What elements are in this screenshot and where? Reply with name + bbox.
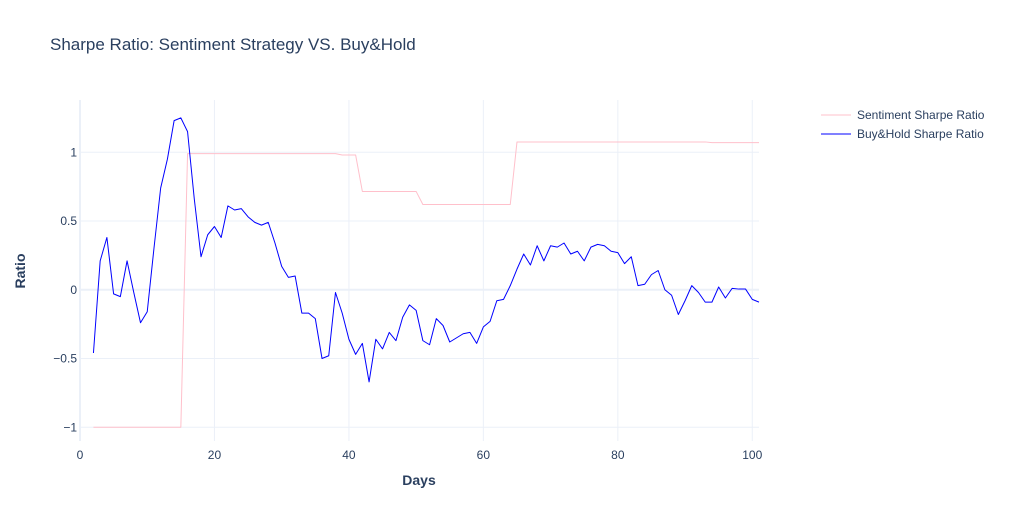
tick-labels: 0 20 40 60 80 100 −1 −0.5 0 0.5 1 — [53, 145, 762, 462]
series-lines — [92, 117, 760, 428]
legend: Sentiment Sharpe Ratio Buy&Hold Sharpe Ra… — [821, 108, 985, 141]
x-tick-label: 40 — [342, 448, 356, 462]
y-tick-label: 1 — [70, 145, 77, 159]
series-line-1 — [93, 141, 759, 428]
series-line-2 — [92, 117, 760, 383]
y-axis-title: Ratio — [12, 254, 28, 289]
x-tick-label: 20 — [208, 448, 222, 462]
legend-label: Buy&Hold Sharpe Ratio — [857, 127, 984, 141]
chart-title: Sharpe Ratio: Sentiment Strategy VS. Buy… — [50, 35, 416, 54]
x-tick-label: 80 — [611, 448, 625, 462]
x-tick-label: 0 — [77, 448, 84, 462]
legend-label: Sentiment Sharpe Ratio — [857, 108, 985, 122]
grid — [79, 100, 759, 441]
x-axis-title: Days — [402, 472, 436, 488]
x-tick-label: 100 — [742, 448, 762, 462]
y-tick-label: −0.5 — [53, 352, 77, 366]
y-tick-label: −1 — [63, 420, 77, 434]
x-tick-label: 60 — [477, 448, 491, 462]
y-tick-label: 0.5 — [60, 214, 77, 228]
y-tick-label: 0 — [70, 283, 77, 297]
